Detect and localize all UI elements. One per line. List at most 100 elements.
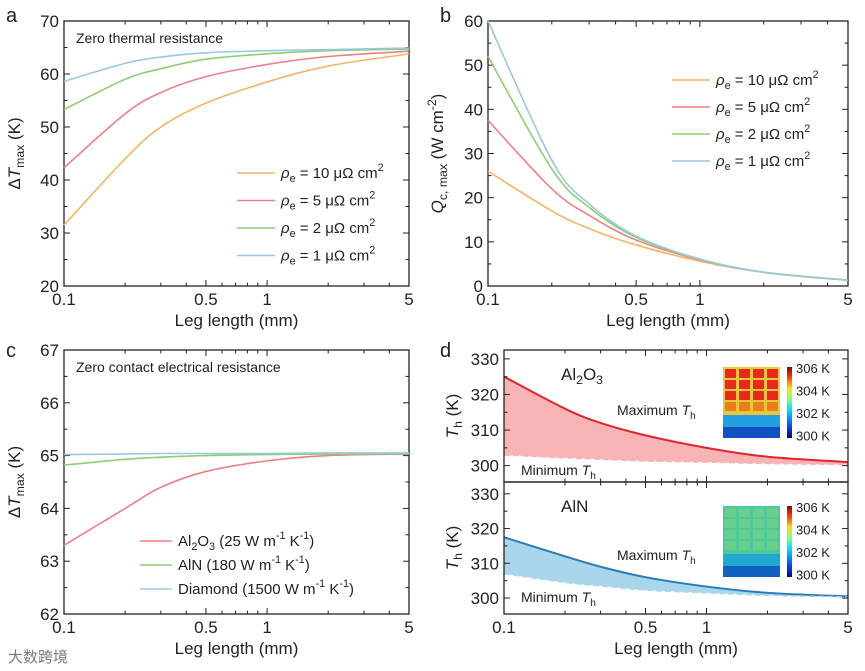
legend-label: ρe = 10 μΩ cm2 xyxy=(715,69,819,92)
colorbar xyxy=(787,367,792,438)
subplot-title: AlN xyxy=(561,497,588,516)
series-line xyxy=(63,53,410,226)
y-tick-label: 30 xyxy=(464,145,483,164)
heatmap-cell xyxy=(753,541,764,550)
heatmap-band xyxy=(723,554,780,566)
y-tick-label: 320 xyxy=(471,385,499,404)
heatmap-cell xyxy=(753,519,764,528)
heatmap-cell xyxy=(753,391,764,400)
y-tick-label: 40 xyxy=(464,100,483,119)
heatmap-cell xyxy=(739,541,750,550)
y-axis-label: ΔTmax (K) xyxy=(5,446,27,518)
panel-title: Zero thermal resistance xyxy=(76,30,223,46)
heatmap-cell xyxy=(767,402,778,411)
heatmap-cell xyxy=(725,530,736,539)
heatmap-cell xyxy=(725,519,736,528)
y-tick-label: 310 xyxy=(471,421,499,440)
heatmap-cell xyxy=(753,402,764,411)
heatmap-cell xyxy=(739,519,750,528)
x-tick-label: 0.5 xyxy=(194,290,218,309)
heatmap-cell xyxy=(767,391,778,400)
range-fill xyxy=(504,376,848,465)
colorbar-label: 302 K xyxy=(796,545,830,560)
y-tick-label: 65 xyxy=(40,447,59,466)
heatmap-cell xyxy=(725,380,736,389)
subplot-al2o3: 300 310 320 330 Th (K) Al2O3 Maximum Th Minimum… xyxy=(443,349,849,483)
heatmap-cell xyxy=(739,391,750,400)
series-line xyxy=(487,20,849,282)
x-tick-label: 1 xyxy=(695,290,704,309)
y-tick-label: 0 xyxy=(474,277,483,296)
y-tick-label: 310 xyxy=(471,554,499,573)
heatmap-cell xyxy=(725,402,736,411)
heatmap-cell xyxy=(767,519,778,528)
panel-label-b: b xyxy=(440,5,451,27)
legend-label: AlN (180 W m-1 K-1) xyxy=(178,554,310,574)
y-axis-label: ΔTmax (K) xyxy=(5,117,27,189)
y-tick-label: 330 xyxy=(471,350,499,369)
y-tick-label: 30 xyxy=(40,224,59,243)
heatmap-cell xyxy=(739,530,750,539)
x-tick-label: 0.1 xyxy=(52,618,76,637)
y-tick-label: 70 xyxy=(40,12,59,31)
watermark: 大数跨境 xyxy=(8,648,68,666)
legend-label: ρe = 2 μΩ cm2 xyxy=(715,123,810,146)
legend-label: ρe = 5 μΩ cm2 xyxy=(280,190,375,213)
legend-label: ρe = 1 μΩ cm2 xyxy=(715,150,810,173)
heatmap-band xyxy=(723,415,780,427)
legend-label: Al2O3 (25 W m-1 K-1) xyxy=(178,530,314,553)
heatmap-band xyxy=(723,427,780,438)
heatmap-cell xyxy=(753,369,764,378)
series-line xyxy=(63,47,410,83)
heatmap-cell xyxy=(739,380,750,389)
heatmap-cell xyxy=(739,402,750,411)
y-axis-label: Th (K) xyxy=(443,526,465,571)
colorbar-label: 304 K xyxy=(796,384,830,399)
legend-label: ρe = 10 μΩ cm2 xyxy=(280,162,384,185)
heatmap-cell xyxy=(725,508,736,517)
panel-label-a: a xyxy=(6,5,18,27)
min-label: Minimum Th xyxy=(521,462,596,482)
y-tick-label: 62 xyxy=(40,605,59,624)
y-tick-label: 67 xyxy=(40,341,59,360)
y-tick-label: 330 xyxy=(471,485,499,504)
y-tick-label: 50 xyxy=(464,56,483,75)
legend-label: ρe = 2 μΩ cm2 xyxy=(280,217,375,240)
x-tick-label: 0.5 xyxy=(194,618,218,637)
colorbar-label: 300 K xyxy=(796,568,830,583)
x-tick-label: 0.1 xyxy=(492,618,516,637)
colorbar-label: 302 K xyxy=(796,406,830,421)
max-label: Maximum Th xyxy=(617,402,696,422)
colorbar-label: 306 K xyxy=(796,361,830,376)
panel-a: 0.1 0.5 1 5 20 30 40 50 60 70 Leg length (mm) ΔTmax… xyxy=(5,12,414,330)
range-fill xyxy=(504,537,848,597)
panel-c: 0.1 0.5 1 5 62 63 64 65 66 67 Leg length (mm) ΔTmax… xyxy=(5,341,414,658)
series-line xyxy=(63,452,410,456)
x-tick-label: 5 xyxy=(843,618,852,637)
colorbar-label: 306 K xyxy=(796,500,830,515)
x-axis-label: Leg length (mm) xyxy=(614,639,738,658)
series-line xyxy=(63,48,410,111)
series-line xyxy=(487,119,849,282)
heatmap-cell xyxy=(739,369,750,378)
series-line xyxy=(63,50,410,169)
y-tick-label: 66 xyxy=(40,394,59,413)
y-tick-label: 320 xyxy=(471,520,499,539)
max-line xyxy=(503,536,849,598)
y-axis-label: Qc, max (W cm-2) xyxy=(425,94,450,214)
colorbar xyxy=(787,506,792,577)
heatmap-cell xyxy=(739,508,750,517)
heatmap-cell xyxy=(753,508,764,517)
y-tick-label: 63 xyxy=(40,552,59,571)
legend-label: ρe = 5 μΩ cm2 xyxy=(715,96,810,119)
heatmap-cell xyxy=(767,530,778,539)
heatmap-inset: 306 K 304 K 302 K 300 K xyxy=(723,361,830,444)
x-tick-label: 5 xyxy=(404,290,413,309)
panel-title: Zero contact electrical resistance xyxy=(76,359,281,375)
x-tick-label: 0.1 xyxy=(52,290,76,309)
subplot-aln: 0.1 0.5 1 5 300 310 320 330 Leg length (mm) Th (K… xyxy=(443,481,853,658)
y-tick-label: 50 xyxy=(40,118,59,137)
x-axis-label: Leg length (mm) xyxy=(606,311,730,330)
x-tick-label: 0.1 xyxy=(476,290,500,309)
